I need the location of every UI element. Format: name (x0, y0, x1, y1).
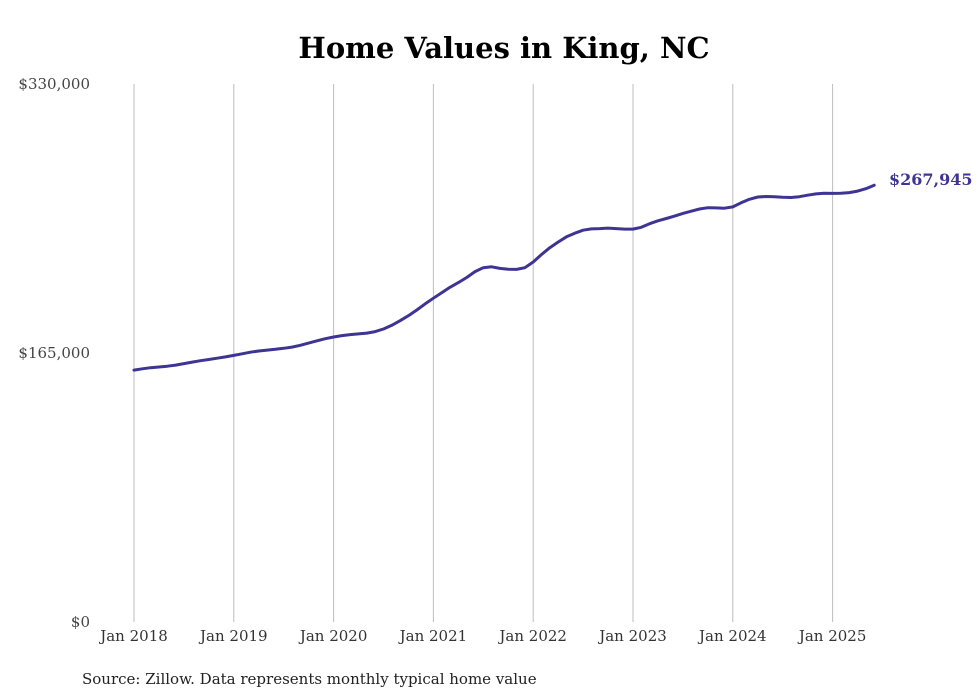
end-value-label: $267,945 (889, 170, 973, 189)
grid (133, 84, 834, 622)
x-tick-label: Jan 2019 (198, 627, 268, 645)
chart-title: Home Values in King, NC (298, 31, 709, 65)
x-tick-label: Jan 2018 (98, 627, 168, 645)
x-tick-label: Jan 2024 (697, 627, 767, 645)
y-axis: $0 $165,000 $330,000 (18, 75, 90, 631)
x-tick-label: Jan 2021 (398, 627, 468, 645)
x-tick-label: Jan 2022 (497, 627, 567, 645)
y-tick-label: $330,000 (18, 75, 90, 93)
x-tick-label: Jan 2025 (797, 627, 867, 645)
y-tick-label: $0 (71, 613, 90, 631)
series-line (132, 183, 876, 372)
x-tick-label: Jan 2020 (298, 627, 368, 645)
x-tick-label: Jan 2023 (597, 627, 667, 645)
x-axis: Jan 2018 Jan 2019 Jan 2020 Jan 2021 Jan 2022… (98, 627, 866, 645)
source-note: Source: Zillow. Data represents monthly … (82, 670, 537, 688)
y-tick-label: $165,000 (18, 344, 90, 362)
